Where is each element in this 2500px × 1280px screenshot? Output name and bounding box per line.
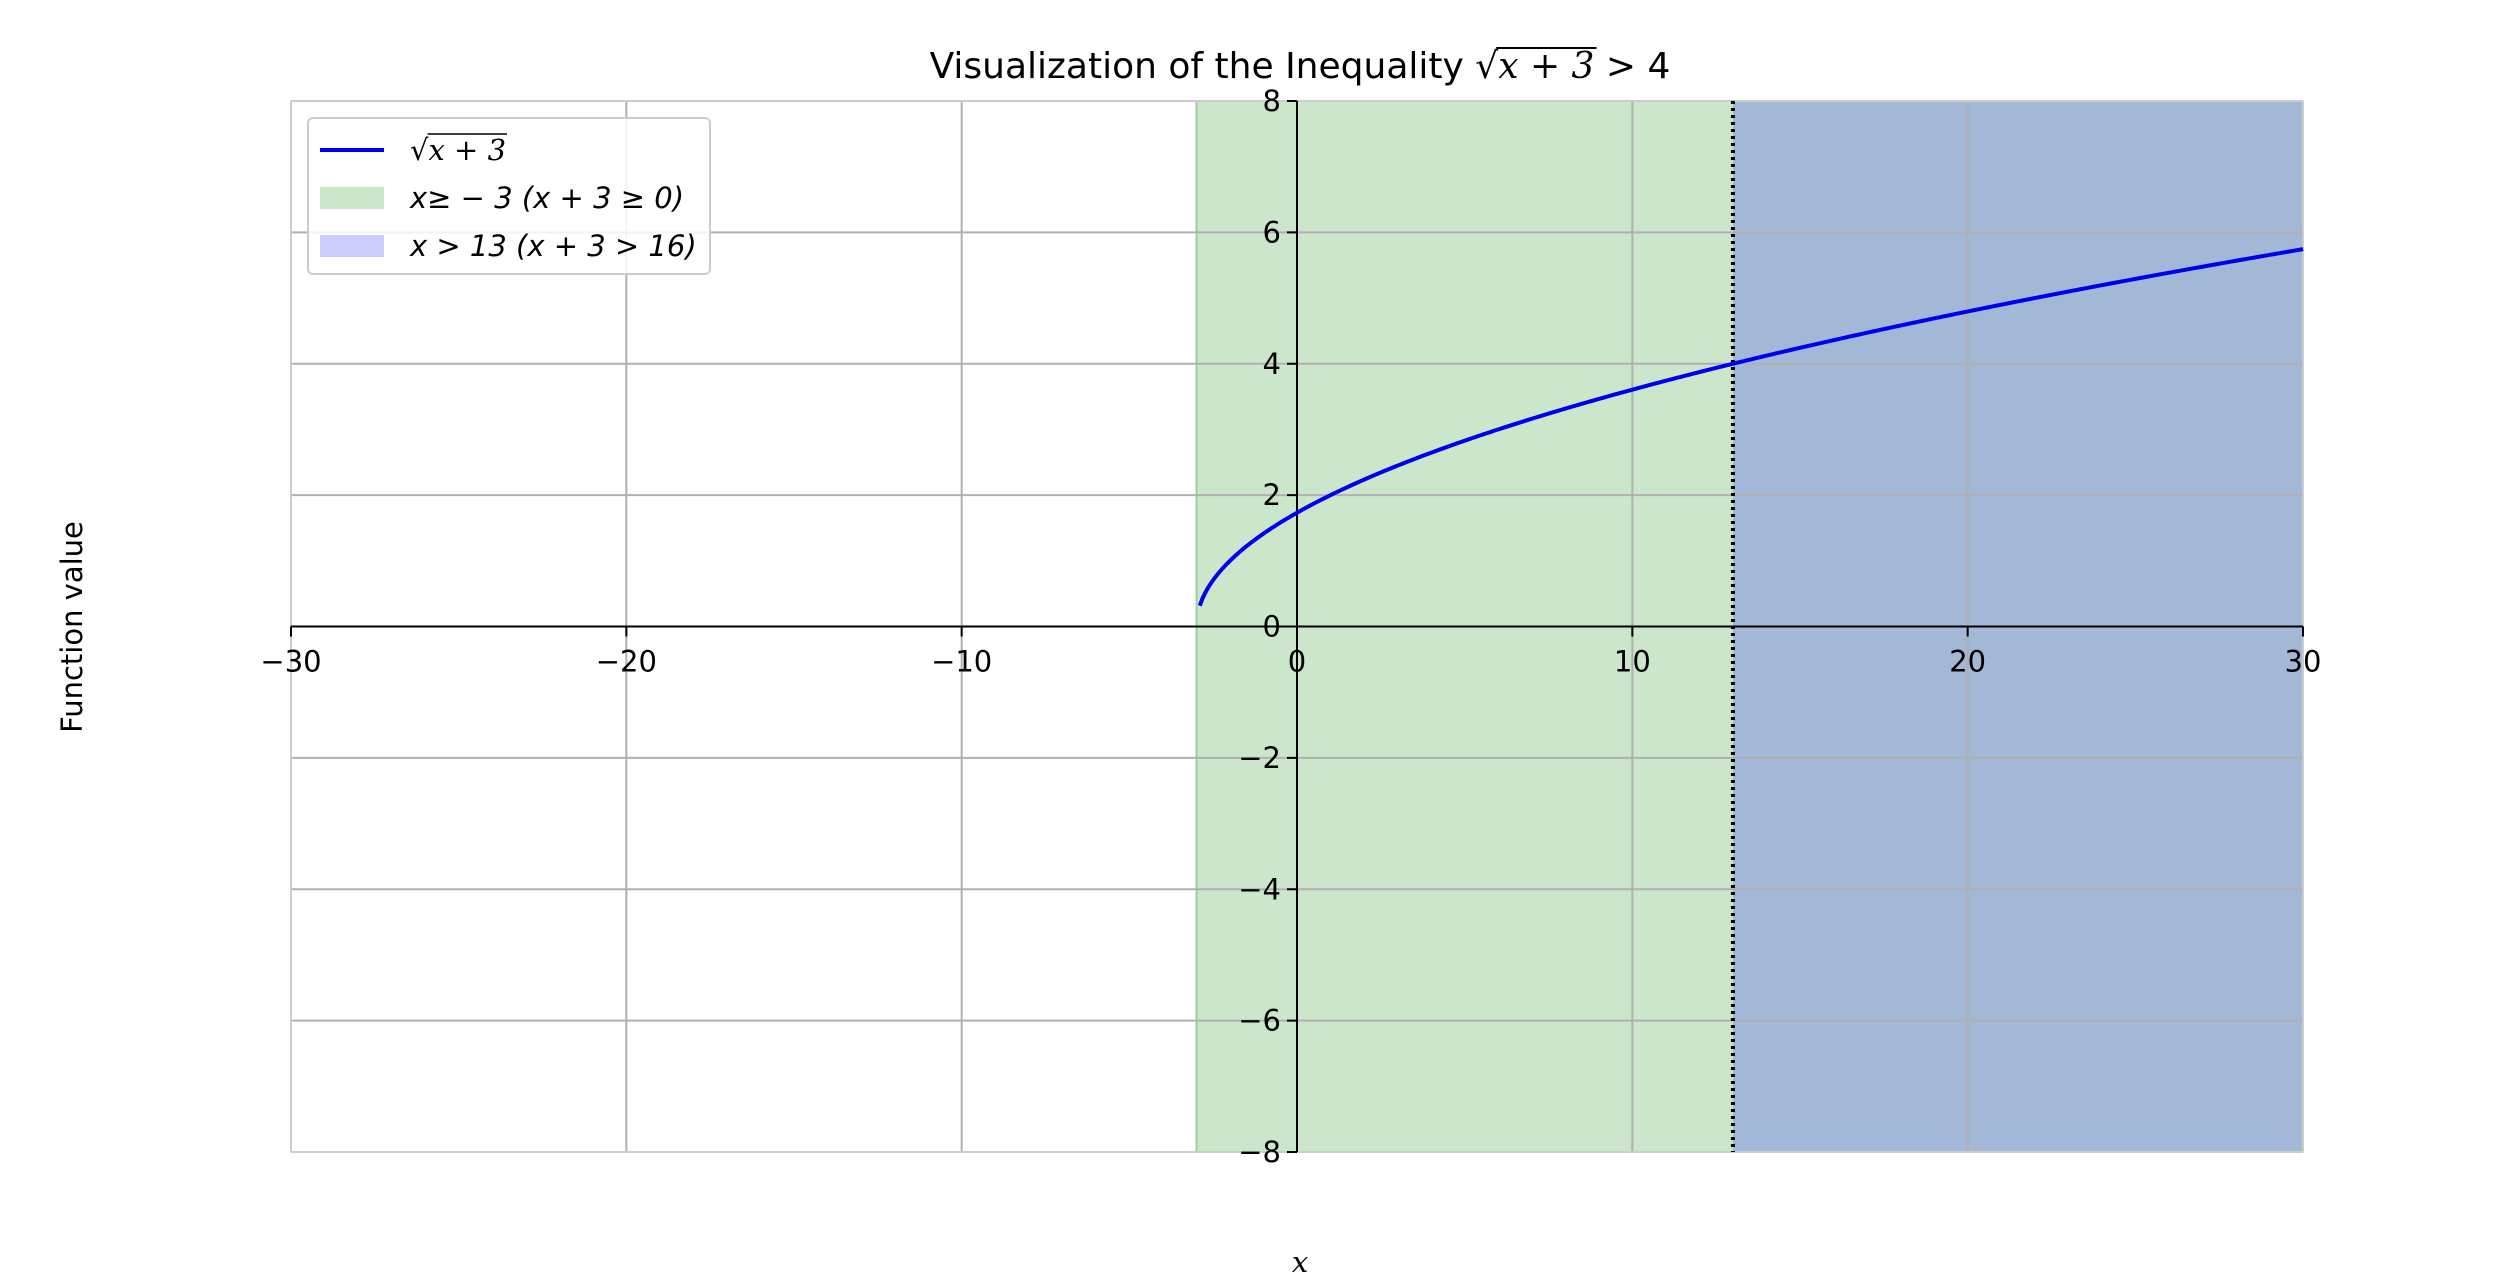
x-axis-label: x <box>1292 1245 1308 1279</box>
svg-text:Visualization of the Inequalit: Visualization of the Inequality √x + 3 >… <box>930 46 1671 87</box>
x-tick-label: 30 <box>2285 645 2322 679</box>
legend-label-2: x≥ − 3 (x + 3 ≥ 0) <box>409 181 684 215</box>
y-tick-label: 6 <box>1263 215 1281 249</box>
title-prefix: Visualization of the Inequality <box>930 46 1476 87</box>
legend-swatch-patch <box>320 235 384 257</box>
x-tick-label: 10 <box>1614 645 1651 679</box>
x-tick-label: 20 <box>1949 645 1986 679</box>
y-tick-label: 2 <box>1263 478 1281 512</box>
x-tick-label: −30 <box>260 645 321 679</box>
y-tick-label: 8 <box>1263 84 1281 118</box>
series <box>1197 247 2304 607</box>
y-tick-label: −4 <box>1238 872 1281 906</box>
y-tick-label: −2 <box>1238 741 1281 775</box>
legend-frame <box>307 117 711 275</box>
legend-label-3: x > 13 (x + 3 > 16) <box>409 229 697 263</box>
x-tick-label: −10 <box>931 645 992 679</box>
x-tick-label: −20 <box>596 645 657 679</box>
title-radicand: x + 3 <box>1498 46 1594 87</box>
legend-swatch-patch <box>320 187 384 209</box>
y-tick-label: −6 <box>1238 1004 1281 1038</box>
title-suffix: > 4 <box>1594 46 1670 87</box>
title-sqrt-symbol: √ <box>1475 46 1498 87</box>
y-tick-label: −8 <box>1238 1135 1281 1169</box>
chart-title: Visualization of the Inequality √x + 3 >… <box>930 46 1671 87</box>
legend-label-1: √x + 3 <box>410 133 506 167</box>
y-tick-label: 0 <box>1263 610 1281 644</box>
y-tick-label: 4 <box>1263 347 1281 381</box>
x-tick-label: 0 <box>1288 645 1306 679</box>
legend: √x + 3 x≥ − 3 (x + 3 ≥ 0) x > 13 (x + 3 > … <box>307 117 711 275</box>
y-axis-label: Function value <box>55 521 89 733</box>
series-line-1 <box>1197 247 2304 607</box>
